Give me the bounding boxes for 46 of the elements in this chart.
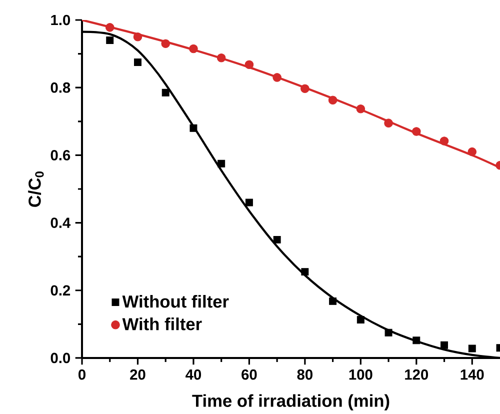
x-tick-label: 100 — [349, 369, 372, 380]
x-tick-label: 20 — [130, 369, 146, 380]
x-tick-label: 0 — [78, 369, 86, 380]
point — [440, 136, 449, 146]
point — [328, 96, 338, 105]
point — [301, 268, 309, 276]
point — [161, 39, 170, 48]
point — [189, 44, 198, 54]
point — [356, 316, 364, 324]
point — [300, 84, 310, 94]
point — [412, 336, 420, 344]
x-tick-label: 120 — [405, 369, 428, 380]
y-tick-label: 0.4 — [50, 218, 71, 228]
point — [272, 73, 282, 82]
point — [468, 344, 476, 352]
x-tick-label: 40 — [186, 369, 202, 380]
legend-label: Without filter — [122, 294, 229, 308]
point — [216, 53, 226, 62]
point — [190, 124, 198, 132]
point — [329, 297, 337, 305]
point — [245, 198, 253, 206]
point — [384, 328, 392, 336]
y-tick-label: 1.0 — [51, 14, 70, 26]
x-tick-label: 80 — [297, 369, 312, 380]
legend-label: With filter — [122, 318, 202, 330]
y-tick-label: 0.2 — [50, 285, 70, 296]
y-tick-label: 0.0 — [50, 352, 70, 364]
x-tick-label: 140 — [460, 369, 484, 380]
x-axis-title: Time of irradiation (min) — [192, 394, 390, 410]
y-tick-label: 0.8 — [50, 82, 70, 93]
point — [244, 60, 254, 70]
point — [468, 147, 477, 156]
point — [384, 118, 393, 128]
point — [134, 58, 142, 66]
x-tick-label: 60 — [242, 369, 257, 380]
point — [273, 236, 281, 244]
point — [133, 32, 142, 42]
y-tick-label: 0.6 — [50, 150, 70, 160]
point — [440, 341, 448, 349]
point — [412, 127, 421, 136]
point — [218, 160, 226, 168]
point — [106, 36, 114, 44]
y-axis-title: C/C$_{0}$ — [28, 172, 44, 207]
point — [105, 23, 114, 32]
point — [356, 104, 366, 114]
point — [162, 88, 170, 96]
